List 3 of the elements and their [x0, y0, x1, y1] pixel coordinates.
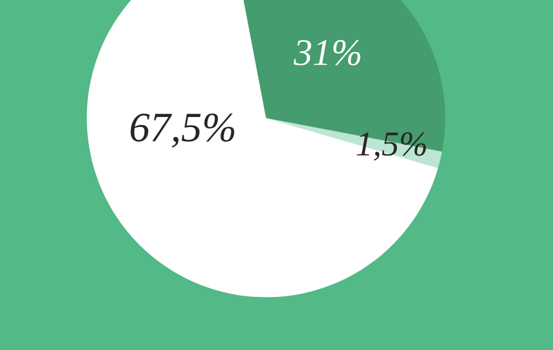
- data-label: 1,5%: [356, 132, 426, 161]
- data-label: 67,5%: [130, 113, 234, 148]
- data-label: 31%: [294, 40, 360, 66]
